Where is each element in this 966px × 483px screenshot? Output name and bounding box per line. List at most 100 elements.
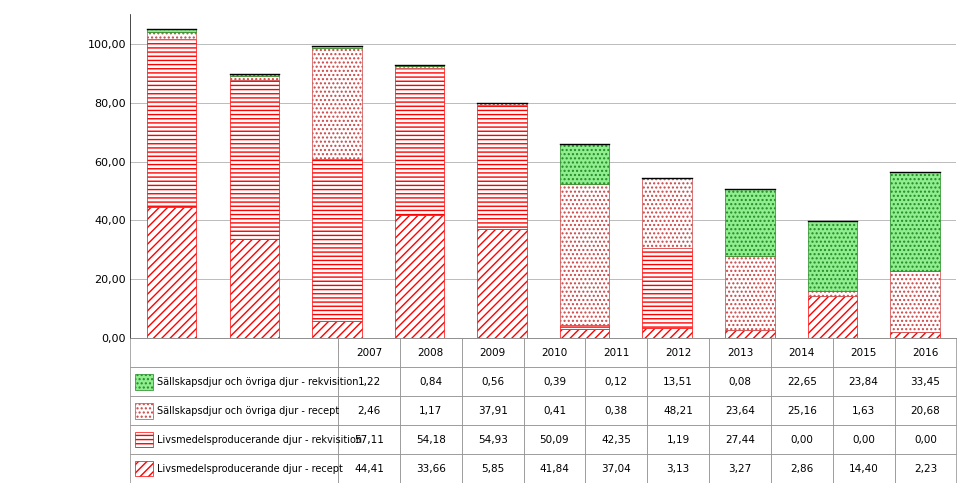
Text: 3,27: 3,27 (728, 464, 752, 473)
Bar (895, 425, 956, 454)
Text: 44,41: 44,41 (355, 464, 384, 473)
Text: 54,18: 54,18 (416, 435, 445, 444)
Text: 48,21: 48,21 (664, 406, 693, 415)
Bar (147, 40, 196, 208)
Text: 0,00: 0,00 (914, 435, 937, 444)
Bar (130, 425, 338, 454)
Bar (709, 338, 771, 367)
Text: 33,45: 33,45 (911, 377, 940, 386)
Bar (400, 367, 462, 396)
Text: 14,40: 14,40 (849, 464, 878, 473)
Text: 0,00: 0,00 (790, 435, 813, 444)
Text: 2009: 2009 (479, 348, 506, 357)
Bar (585, 425, 647, 454)
Bar (524, 396, 585, 425)
Text: 0,39: 0,39 (543, 377, 566, 386)
FancyBboxPatch shape (135, 402, 153, 418)
Text: 2015: 2015 (850, 348, 877, 357)
Bar (338, 396, 400, 425)
Bar (771, 454, 833, 483)
Bar (312, 48, 361, 159)
Text: 41,84: 41,84 (540, 464, 569, 473)
Bar (147, 32, 196, 40)
Bar (647, 454, 709, 483)
Bar (395, 65, 444, 67)
Text: 2007: 2007 (355, 348, 383, 357)
Text: 20,68: 20,68 (911, 406, 940, 415)
Bar (147, 28, 196, 32)
Text: 3,13: 3,13 (667, 464, 690, 473)
Bar (585, 454, 647, 483)
Bar (312, 321, 361, 338)
Bar (709, 454, 771, 483)
Bar (895, 454, 956, 483)
FancyBboxPatch shape (135, 461, 153, 476)
Bar (130, 396, 338, 425)
Bar (462, 425, 524, 454)
Bar (891, 331, 940, 338)
Text: Sällskapsdjur och övriga djur - recept: Sällskapsdjur och övriga djur - recept (157, 406, 340, 415)
Text: 54,93: 54,93 (478, 435, 507, 444)
FancyBboxPatch shape (135, 374, 153, 389)
Bar (833, 338, 895, 367)
Bar (647, 338, 709, 367)
Text: 2016: 2016 (912, 348, 939, 357)
Text: 50,09: 50,09 (540, 435, 569, 444)
Bar (647, 367, 709, 396)
Bar (895, 367, 956, 396)
Text: 2,46: 2,46 (357, 406, 381, 415)
FancyBboxPatch shape (135, 432, 153, 447)
Bar (400, 396, 462, 425)
Text: 23,84: 23,84 (849, 377, 878, 386)
Bar (130, 338, 338, 367)
Text: 2,23: 2,23 (914, 464, 937, 473)
Bar (477, 103, 526, 104)
Text: 2011: 2011 (603, 348, 630, 357)
Bar (725, 256, 775, 330)
Bar (338, 338, 400, 367)
Bar (524, 367, 585, 396)
Bar (338, 454, 400, 483)
Bar (642, 248, 692, 328)
Text: 2008: 2008 (417, 348, 444, 357)
Text: 2013: 2013 (726, 348, 753, 357)
Bar (130, 367, 338, 396)
Bar (462, 367, 524, 396)
Text: 2012: 2012 (665, 348, 692, 357)
Bar (524, 454, 585, 483)
Text: 1,19: 1,19 (667, 435, 690, 444)
Text: 2010: 2010 (541, 348, 568, 357)
Text: 13,51: 13,51 (664, 377, 693, 386)
Text: 33,66: 33,66 (416, 464, 445, 473)
Bar (833, 425, 895, 454)
Bar (230, 80, 279, 239)
Bar (130, 454, 338, 483)
Bar (833, 396, 895, 425)
Bar (585, 338, 647, 367)
Bar (560, 144, 610, 184)
Bar (725, 189, 775, 256)
Bar (642, 328, 692, 338)
Bar (400, 425, 462, 454)
Bar (833, 367, 895, 396)
Bar (524, 425, 585, 454)
Bar (642, 178, 692, 248)
Bar (709, 425, 771, 454)
Text: 2,86: 2,86 (790, 464, 813, 473)
Bar (400, 338, 462, 367)
Bar (771, 338, 833, 367)
Text: 0,56: 0,56 (481, 377, 504, 386)
Bar (833, 454, 895, 483)
Bar (462, 454, 524, 483)
Bar (560, 329, 610, 338)
Bar (891, 270, 940, 331)
Bar (462, 338, 524, 367)
Bar (560, 184, 610, 326)
Text: 57,11: 57,11 (355, 435, 384, 444)
Bar (808, 291, 857, 296)
Bar (709, 367, 771, 396)
Text: 0,12: 0,12 (605, 377, 628, 386)
Text: 2014: 2014 (788, 348, 815, 357)
Text: 25,16: 25,16 (787, 406, 816, 415)
Bar (395, 67, 444, 68)
